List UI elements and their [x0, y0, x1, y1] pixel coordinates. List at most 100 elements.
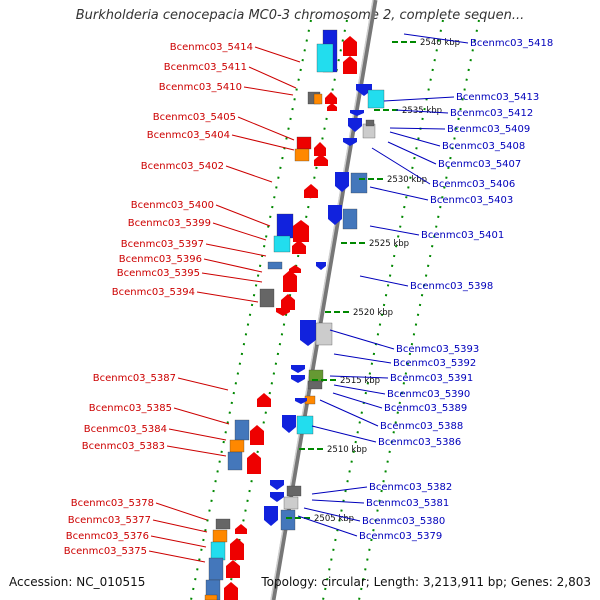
left-leader-5 — [225, 165, 273, 183]
right-label-16: Bcenmc03_5386 — [378, 437, 461, 448]
gene-arrow-30 — [316, 262, 326, 270]
scale-label-5: 2515 kbp — [340, 376, 380, 386]
left-leader-13 — [173, 407, 230, 425]
right-label-3: Bcenmc03_5409 — [447, 124, 530, 135]
gene-box-60 — [210, 541, 226, 561]
right-leader-7 — [369, 186, 429, 201]
scale-label-3: 2525 kbp — [369, 239, 409, 249]
right-leader-16 — [311, 425, 377, 443]
gene-box-48 — [227, 451, 243, 471]
right-leader-2 — [395, 109, 449, 114]
left-label-2: Bcenmc03_5410 — [159, 82, 242, 93]
gene-arrow-65 — [224, 582, 238, 600]
gene-arrow-49 — [250, 425, 264, 445]
left-label-6: Bcenmc03_5400 — [131, 200, 214, 211]
gene-box-36 — [315, 322, 333, 346]
right-label-14: Bcenmc03_5389 — [384, 403, 467, 414]
right-label-1: Bcenmc03_5413 — [456, 92, 539, 103]
gene-box-53 — [286, 485, 302, 497]
gene-box-66 — [204, 594, 218, 600]
right-leader-9 — [359, 275, 409, 287]
left-leader-15 — [166, 445, 227, 457]
gene-box-21 — [350, 172, 368, 194]
right-label-18: Bcenmc03_5381 — [366, 498, 449, 509]
gene-box-23 — [273, 235, 291, 253]
right-leader-10 — [329, 329, 395, 350]
gene-box-45 — [296, 415, 314, 435]
accession-text: Accession: NC_010515 — [9, 575, 146, 589]
right-label-0: Bcenmc03_5418 — [470, 38, 553, 49]
left-leader-0 — [254, 46, 301, 63]
gene-arrow-24 — [293, 220, 309, 242]
gene-arrow-2 — [343, 36, 357, 56]
right-label-12: Bcenmc03_5391 — [390, 373, 473, 384]
gene-box-59 — [212, 529, 228, 543]
right-label-4: Bcenmc03_5408 — [442, 141, 525, 152]
gene-box-40 — [307, 380, 323, 390]
right-leader-12 — [329, 375, 389, 379]
gene-arrow-7 — [327, 103, 337, 111]
right-leader-18 — [311, 499, 365, 504]
right-label-19: Bcenmc03_5380 — [362, 516, 445, 527]
gene-box-62 — [208, 557, 224, 581]
right-leader-19 — [303, 507, 361, 522]
gene-arrow-6 — [325, 92, 337, 104]
left-label-18: Bcenmc03_5376 — [66, 531, 149, 542]
gene-arrow-38 — [291, 375, 305, 383]
left-label-15: Bcenmc03_5383 — [82, 441, 165, 452]
gene-arrow-55 — [264, 506, 278, 526]
right-leader-6 — [371, 147, 431, 185]
scale-label-0: 2540 kbp — [420, 38, 460, 48]
left-label-16: Bcenmc03_5378 — [71, 498, 154, 509]
gene-box-5 — [313, 93, 323, 105]
right-leader-1 — [383, 96, 455, 102]
right-label-6: Bcenmc03_5406 — [432, 179, 515, 190]
scale-label-7: 2505 kbp — [314, 514, 354, 524]
gene-box-47 — [229, 439, 245, 453]
left-label-10: Bcenmc03_5395 — [117, 268, 200, 279]
gene-arrow-61 — [230, 538, 244, 560]
gene-arrow-29 — [289, 265, 301, 273]
right-label-10: Bcenmc03_5393 — [396, 344, 479, 355]
left-label-3: Bcenmc03_5405 — [153, 112, 236, 123]
gene-box-57 — [215, 518, 231, 530]
gene-arrow-20 — [335, 172, 349, 192]
gene-box-56 — [280, 509, 296, 531]
gene-arrow-25 — [292, 240, 306, 254]
gene-box-27 — [342, 208, 358, 230]
gene-arrow-51 — [270, 480, 284, 490]
right-leader-20 — [297, 515, 358, 537]
scale-label-2: 2530 kbp — [387, 175, 427, 185]
right-leader-3 — [389, 127, 446, 130]
right-leader-4 — [389, 131, 441, 147]
left-label-11: Bcenmc03_5394 — [112, 287, 195, 298]
gene-arrow-34 — [276, 308, 290, 316]
gene-arrow-10 — [350, 110, 364, 116]
left-leader-9 — [203, 258, 263, 273]
right-leader-14 — [332, 392, 383, 409]
left-label-17: Bcenmc03_5377 — [68, 515, 151, 526]
gene-arrow-63 — [226, 560, 240, 578]
left-leader-16 — [155, 502, 208, 521]
left-label-14: Bcenmc03_5384 — [84, 424, 167, 435]
left-label-9: Bcenmc03_5396 — [119, 254, 202, 265]
left-leader-8 — [205, 243, 267, 257]
right-label-2: Bcenmc03_5412 — [450, 108, 533, 119]
gene-arrow-26 — [328, 205, 342, 225]
gene-arrow-3 — [343, 56, 357, 74]
right-leader-15 — [319, 399, 379, 427]
gene-box-54 — [283, 496, 299, 510]
gene-arrow-43 — [257, 393, 271, 407]
left-leader-11 — [196, 291, 259, 303]
left-leader-4 — [231, 134, 295, 151]
gene-box-46 — [234, 419, 250, 441]
gene-arrow-52 — [270, 492, 284, 502]
right-label-8: Bcenmc03_5401 — [421, 230, 504, 241]
right-label-5: Bcenmc03_5407 — [438, 159, 521, 170]
right-label-17: Bcenmc03_5382 — [369, 482, 452, 493]
gene-arrow-31 — [283, 270, 297, 292]
left-label-7: Bcenmc03_5399 — [128, 218, 211, 229]
right-label-20: Bcenmc03_5379 — [359, 531, 442, 542]
left-label-5: Bcenmc03_5402 — [141, 161, 224, 172]
